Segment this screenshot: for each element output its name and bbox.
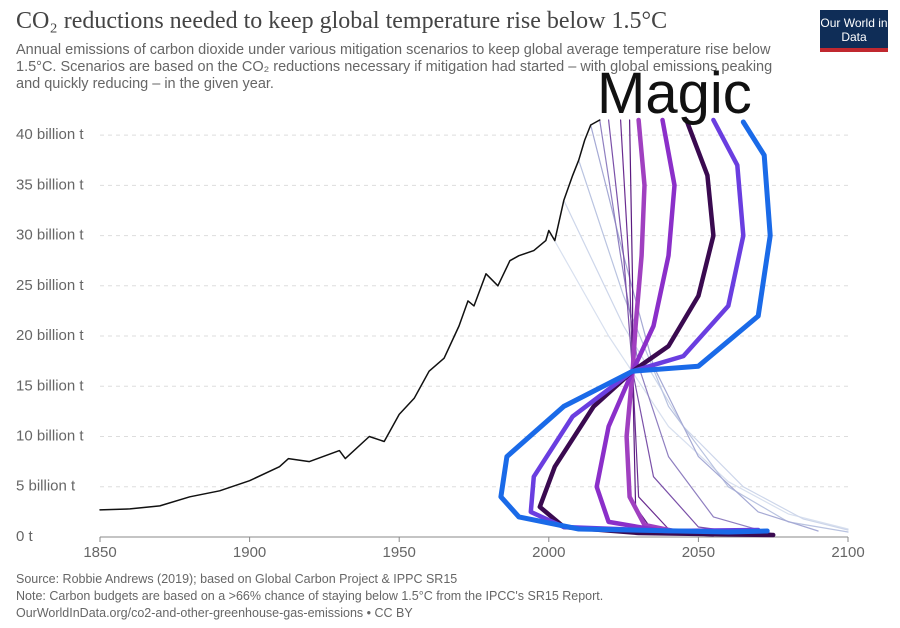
y-tick-label: 40 billion t	[16, 126, 84, 143]
y-tick-label: 15 billion t	[16, 377, 84, 394]
series-line	[578, 159, 849, 533]
chart-subtitle: Annual emissions of carbon dioxide under…	[16, 42, 773, 92]
source: Source: Robbie Andrews (2019); based on …	[16, 572, 458, 586]
series-line	[548, 229, 849, 530]
url[interactable]: OurWorldInData.org/co2-and-other-greenho…	[16, 606, 413, 620]
y-tick-label: 30 billion t	[16, 227, 84, 244]
series-line	[498, 119, 773, 535]
y-tick-label: 35 billion t	[16, 176, 84, 193]
y-tick-label: 20 billion t	[16, 327, 84, 344]
y-tick-label: 25 billion t	[16, 277, 84, 294]
x-tick-label: 1950	[383, 544, 416, 561]
logo[interactable]: Our World in Data	[820, 10, 888, 52]
note: Note: Carbon budgets are based on a >66%…	[16, 589, 604, 603]
y-tick-label: 5 billion t	[16, 478, 76, 495]
annotation: Magic	[597, 61, 752, 126]
x-tick-label: 1850	[83, 544, 116, 561]
chart-title: CO₂ reductions needed to keep global tem…	[16, 8, 668, 34]
series-line	[590, 124, 819, 532]
series-line	[99, 119, 601, 511]
x-tick-label: 2000	[532, 544, 565, 561]
x-tick-label: 2100	[831, 544, 864, 561]
series-line	[594, 117, 755, 537]
y-tick-label: 0 t	[16, 528, 34, 545]
x-tick-label: 2050	[682, 544, 715, 561]
series-line	[599, 119, 774, 535]
y-tick-label: 10 billion t	[16, 427, 84, 444]
series-line	[563, 199, 849, 531]
x-tick-label: 1900	[233, 544, 266, 561]
